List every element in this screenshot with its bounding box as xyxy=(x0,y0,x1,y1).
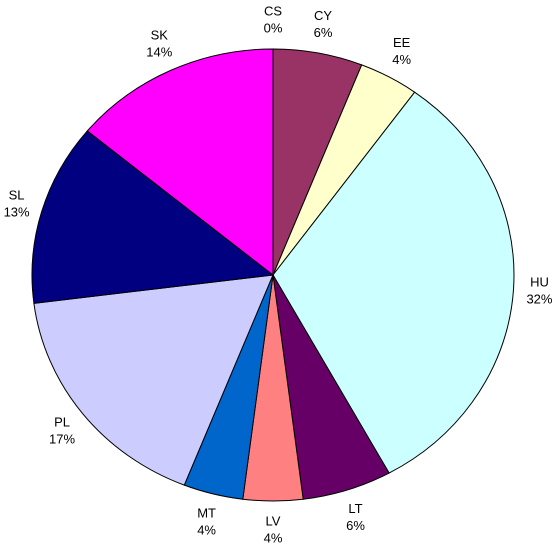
slice-value-label: 0% xyxy=(264,20,283,35)
slice-label: HU xyxy=(530,274,549,289)
slice-label: LV xyxy=(266,513,281,528)
slice-value-label: 17% xyxy=(49,432,75,447)
wedge xyxy=(86,48,274,277)
slice-label: SK xyxy=(151,28,169,43)
slice-label: LT xyxy=(348,501,362,516)
slice-value-label: 6% xyxy=(314,25,333,40)
slice-label: SL xyxy=(9,187,25,202)
slice-value-label: 6% xyxy=(346,518,365,533)
slice-label: MT xyxy=(197,505,216,520)
slice-label: CY xyxy=(314,8,332,23)
slice-value-label: 4% xyxy=(392,52,411,67)
slice-label: CS xyxy=(264,3,282,18)
slice-label: EE xyxy=(393,35,411,50)
slice-value-label: 13% xyxy=(4,204,30,219)
slice-value-label: 4% xyxy=(264,530,283,545)
slice-value-label: 14% xyxy=(146,45,172,60)
wedge xyxy=(33,274,274,486)
wedge xyxy=(272,91,515,474)
wedge xyxy=(31,130,275,304)
slice-value-label: 4% xyxy=(197,522,216,537)
slice-value-label: 32% xyxy=(526,291,552,306)
slice-label: PL xyxy=(54,415,70,430)
